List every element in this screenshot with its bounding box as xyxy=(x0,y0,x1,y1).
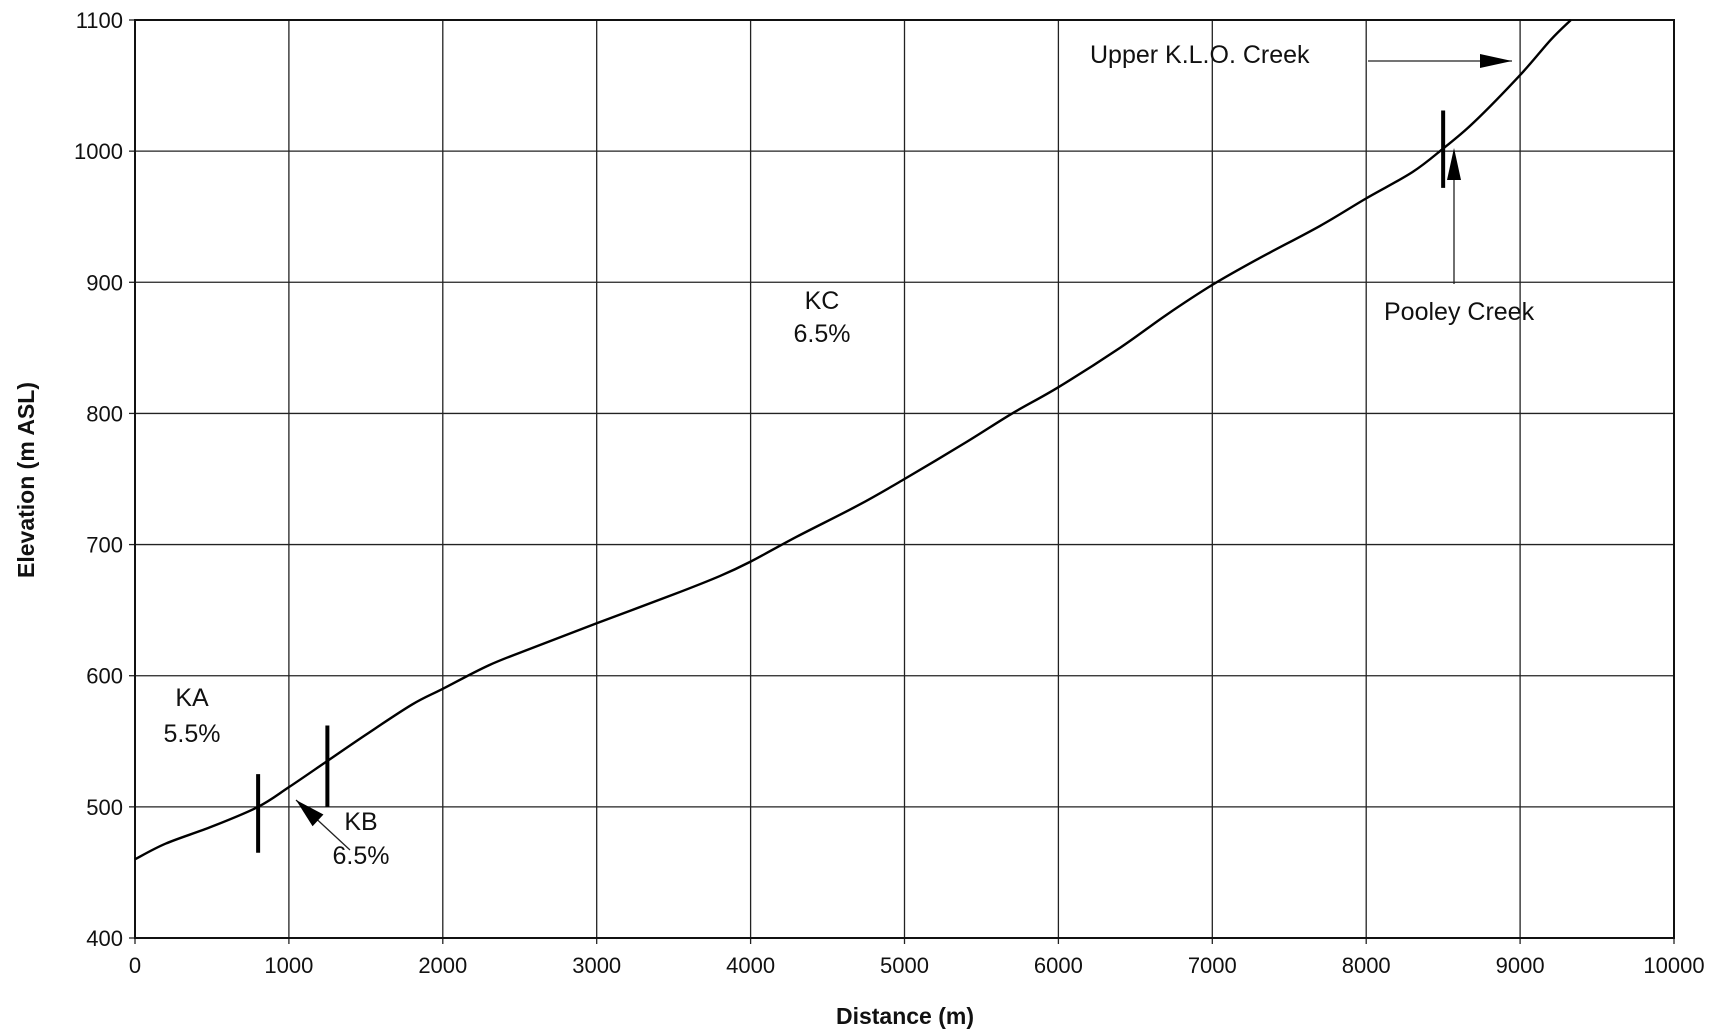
tick-labels: 0 1000 2000 3000 4000 5000 6000 7000 8000 9000 100… xyxy=(74,8,1705,978)
x-tick-label: 2000 xyxy=(418,953,467,978)
x-tick-label: 6000 xyxy=(1034,953,1083,978)
x-tick-label: 5000 xyxy=(880,953,929,978)
kc-label: KC xyxy=(805,287,840,315)
upper-klo-arrowhead xyxy=(1480,54,1512,68)
y-tick-label: 900 xyxy=(86,270,123,295)
x-tick-label: 1000 xyxy=(264,953,313,978)
ka-label: KA xyxy=(175,684,209,712)
elevation-profile-line xyxy=(134,19,1572,861)
x-tick-label: 7000 xyxy=(1188,953,1237,978)
y-tick-label: 1000 xyxy=(74,139,123,164)
kb-label: KB xyxy=(344,808,377,836)
ka-grade: 5.5% xyxy=(164,720,221,748)
x-tick-label: 10000 xyxy=(1643,953,1704,978)
x-tick-label: 0 xyxy=(129,953,141,978)
y-tick-label: 400 xyxy=(86,926,123,951)
y-axis-title: Elevation (m ASL) xyxy=(13,382,39,578)
x-tick-label: 9000 xyxy=(1496,953,1545,978)
y-tick-label: 1100 xyxy=(76,8,123,33)
annotation-leaders xyxy=(295,54,1512,851)
x-axis-title: Distance (m) xyxy=(836,1003,974,1029)
pooley-creek-label: Pooley Creek xyxy=(1384,298,1535,326)
y-tick-label: 500 xyxy=(86,795,123,820)
y-tick-label: 600 xyxy=(86,664,123,689)
x-tick-label: 8000 xyxy=(1342,953,1391,978)
segment-markers xyxy=(256,110,1446,853)
kb-arrowhead xyxy=(296,800,324,827)
plot-frame xyxy=(134,19,1675,939)
y-tick-label: 800 xyxy=(86,401,123,426)
kb-grade: 6.5% xyxy=(333,842,390,870)
x-tick-label: 4000 xyxy=(726,953,775,978)
pooley-arrowhead xyxy=(1447,148,1461,180)
upper-klo-creek-label: Upper K.L.O. Creek xyxy=(1090,41,1310,69)
kc-grade: 6.5% xyxy=(794,320,851,348)
x-tick-label: 3000 xyxy=(572,953,621,978)
y-tick-label: 700 xyxy=(86,533,123,558)
